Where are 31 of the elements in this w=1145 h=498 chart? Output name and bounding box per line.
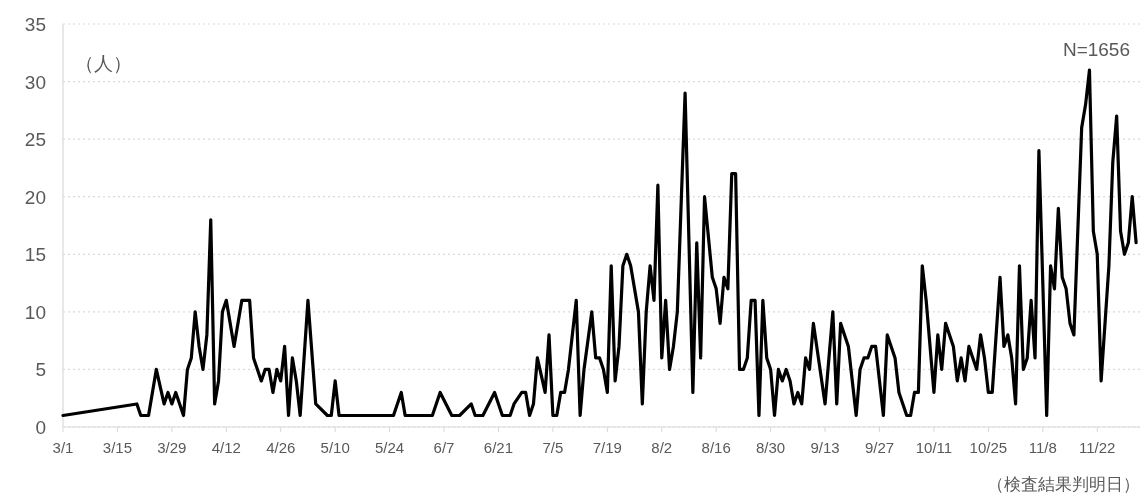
x-tick-label: 10/25	[969, 439, 1008, 456]
x-tick-label: 11/8	[1028, 439, 1057, 456]
x-tick-label: 8/2	[651, 439, 673, 456]
annotation: （人）	[75, 53, 132, 74]
annotation: （検査結果判明日）	[987, 475, 1140, 494]
x-tick-label: 9/27	[864, 439, 895, 456]
y-tick-label: 35	[24, 14, 46, 35]
y-tick-label: 5	[35, 359, 46, 381]
x-tick-label: 6/21	[483, 439, 514, 456]
x-tick-label: 8/16	[701, 439, 731, 456]
y-tick-label: 20	[24, 186, 46, 208]
x-tick-label: 8/30	[756, 439, 786, 456]
x-tick-label: 10/11	[915, 439, 953, 456]
x-tick-label: 11/22	[1079, 439, 1116, 456]
annotation: N=1656	[1062, 39, 1130, 60]
x-tick-label: 5/24	[375, 439, 405, 456]
y-tick-label: 15	[24, 244, 46, 266]
y-tick-label: 30	[24, 71, 46, 93]
x-tick-label: 3/1	[52, 439, 74, 456]
x-tick-label: 4/12	[211, 439, 241, 456]
x-tick-label: 7/5	[542, 439, 564, 456]
y-tick-label: 0	[35, 417, 46, 438]
x-tick-label: 4/26	[266, 439, 296, 456]
x-tick-label: 3/29	[157, 439, 187, 456]
y-tick-label: 10	[24, 301, 46, 323]
x-tick-label: 5/10	[320, 439, 350, 456]
x-tick-label: 3/15	[102, 439, 133, 456]
x-tick-label: 6/7	[433, 439, 455, 456]
x-tick-label: 7/19	[592, 439, 622, 456]
x-tick-label: 9/13	[810, 439, 840, 456]
y-tick-label: 25	[24, 129, 46, 151]
